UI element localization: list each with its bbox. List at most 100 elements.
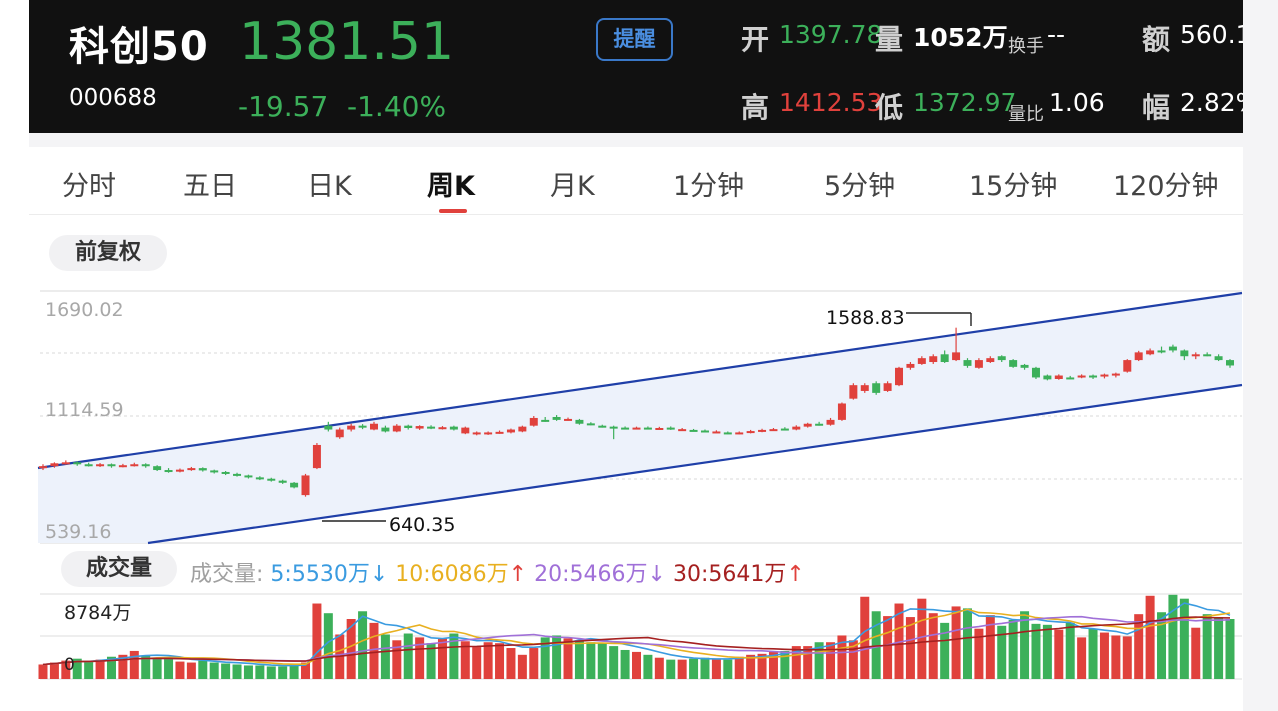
candle-body bbox=[107, 464, 116, 467]
candle-body bbox=[96, 464, 105, 467]
candle-body bbox=[837, 403, 846, 420]
volume-bar bbox=[266, 666, 276, 679]
amplitude-label: 幅 bbox=[1142, 91, 1171, 124]
volume-bar bbox=[1111, 635, 1121, 679]
volume-bar bbox=[472, 647, 482, 679]
volume-bar bbox=[255, 665, 265, 679]
volume-bar bbox=[848, 640, 858, 679]
candle-body bbox=[312, 444, 321, 469]
volume-bar bbox=[164, 658, 174, 679]
candle-body bbox=[221, 471, 230, 474]
candle-body bbox=[244, 475, 253, 478]
candle-body bbox=[1089, 375, 1098, 378]
candle-body bbox=[461, 427, 470, 434]
candle-body bbox=[700, 430, 709, 433]
volume-bar bbox=[791, 646, 801, 679]
volume-bar bbox=[563, 638, 573, 679]
volume-bar bbox=[974, 628, 984, 679]
volume-bar bbox=[540, 637, 550, 679]
price-change-percent: -1.40% bbox=[347, 90, 447, 123]
volume-bar bbox=[723, 659, 733, 679]
period-tabs: 分时 五日 日K 周K 月K 1分钟 5分钟 15分钟 120分钟 bbox=[29, 147, 1243, 215]
candle-body bbox=[118, 465, 127, 468]
candle-body bbox=[290, 482, 299, 488]
candle-body bbox=[792, 426, 801, 430]
volume-bar bbox=[141, 655, 151, 679]
tab-1-minute[interactable]: 1分钟 bbox=[673, 171, 745, 202]
volume-ma-legend: 成交量: 5:5530万↓ 10:6086万↑ 20:5466万↓ 30:564… bbox=[190, 556, 805, 588]
volume-ma-lines bbox=[42, 602, 1231, 667]
candle-body bbox=[1226, 360, 1234, 366]
volume-value: 1052万 bbox=[913, 23, 1008, 52]
tab-15-minute[interactable]: 15分钟 bbox=[969, 171, 1058, 202]
volume-bar bbox=[951, 606, 961, 679]
active-tab-indicator bbox=[439, 209, 467, 213]
candle-body bbox=[324, 425, 333, 430]
candle-body bbox=[472, 432, 481, 435]
volume-bar bbox=[632, 651, 641, 679]
candle-body bbox=[940, 354, 949, 363]
volume-bar bbox=[437, 638, 447, 679]
tab-weekly-k[interactable]: 周K bbox=[427, 171, 475, 202]
volume-bar bbox=[620, 649, 630, 679]
candle-body bbox=[678, 429, 687, 432]
candle-body bbox=[73, 462, 82, 465]
candle-body bbox=[1043, 375, 1052, 380]
candle-body bbox=[1146, 350, 1155, 355]
volume-bar bbox=[84, 660, 94, 679]
candle-body bbox=[1191, 354, 1200, 357]
y-label-mid: 1114.59 bbox=[45, 399, 124, 421]
candle-body bbox=[438, 427, 447, 430]
volume-bar bbox=[449, 633, 459, 679]
candle-body bbox=[746, 431, 755, 434]
candle-body bbox=[415, 426, 424, 429]
candle-body bbox=[210, 470, 219, 473]
tab-monthly-k[interactable]: 月K bbox=[550, 171, 595, 202]
volume-bar bbox=[49, 662, 59, 679]
candle-body bbox=[1203, 354, 1212, 357]
candle-body bbox=[929, 356, 938, 363]
candle-body bbox=[974, 360, 983, 368]
volume-bar bbox=[129, 650, 139, 679]
candle-body bbox=[1214, 356, 1223, 361]
y-label-top: 1690.02 bbox=[45, 299, 124, 321]
volume-bar bbox=[415, 637, 425, 679]
candle-body bbox=[598, 425, 607, 428]
volume-bar bbox=[1020, 611, 1030, 679]
tab-intraday[interactable]: 分时 bbox=[62, 171, 116, 202]
tab-five-day[interactable]: 五日 bbox=[183, 171, 237, 202]
volume-bar bbox=[106, 656, 116, 679]
volume-bar bbox=[380, 634, 390, 679]
candle-body bbox=[803, 423, 812, 427]
adjust-mode-button[interactable]: 前复权 bbox=[49, 235, 167, 271]
tab-daily-k[interactable]: 日K bbox=[307, 171, 352, 202]
tab-5-minute[interactable]: 5分钟 bbox=[824, 171, 896, 202]
candle-body bbox=[484, 432, 493, 435]
alert-button[interactable]: 提醒 bbox=[596, 18, 673, 61]
ma10-value: 10:6086万 bbox=[395, 562, 509, 587]
volume-bar bbox=[643, 654, 653, 679]
volume-bar bbox=[118, 654, 128, 679]
candle-body bbox=[872, 383, 881, 393]
volume-bar bbox=[883, 616, 893, 679]
volume-bar bbox=[1202, 614, 1212, 679]
volume-bar bbox=[529, 648, 539, 679]
volume-y-top-label: 8784万 bbox=[64, 602, 131, 624]
high-label: 高 bbox=[741, 91, 770, 124]
volume-bar bbox=[837, 635, 847, 679]
header-separator bbox=[29, 133, 1243, 147]
volume-indicator-button[interactable]: 成交量 bbox=[61, 551, 177, 587]
trend-channel-upper-line bbox=[37, 291, 1243, 470]
candle-body bbox=[655, 427, 664, 430]
volume-bar bbox=[700, 657, 710, 679]
volume-bar bbox=[871, 611, 881, 679]
current-price: 1381.51 bbox=[239, 12, 455, 72]
tab-120-minute[interactable]: 120分钟 bbox=[1113, 171, 1219, 202]
volume-bar bbox=[1145, 595, 1155, 679]
index-code: 000688 bbox=[69, 85, 157, 111]
candle-body bbox=[643, 427, 652, 430]
candle-body bbox=[427, 426, 436, 429]
volume-bar bbox=[232, 664, 242, 679]
volume-bar bbox=[757, 653, 767, 679]
